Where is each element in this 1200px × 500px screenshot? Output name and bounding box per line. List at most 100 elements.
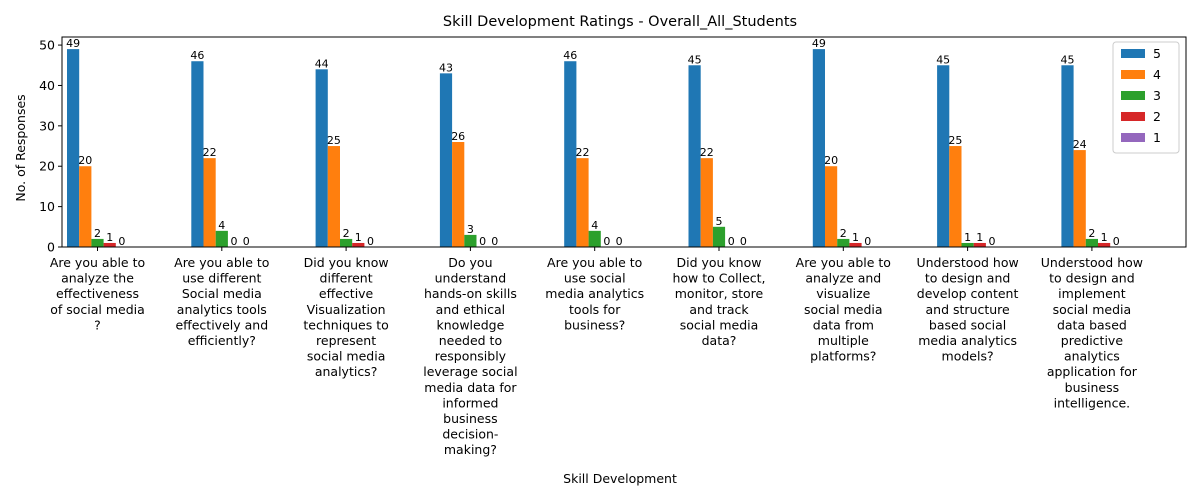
y-tick-label: 20 [39, 159, 55, 174]
data-label: 20 [824, 154, 838, 167]
bar [588, 230, 601, 247]
bar [215, 230, 228, 247]
y-axis-label: No. of Responses [13, 94, 28, 201]
bar [961, 242, 974, 247]
x-tick-label: Are you able to use social media analytics… [545, 255, 644, 332]
data-label: 0 [989, 235, 996, 248]
bar [849, 242, 862, 247]
x-tick-label: Did you know how to Collect, monitor, stor… [672, 255, 765, 348]
y-axis: 0 10 20 30 40 50 [39, 38, 62, 255]
data-label: 20 [78, 154, 92, 167]
data-label: 1 [964, 231, 971, 244]
x-tick-label: Understood how to design and develop conte… [916, 255, 1018, 364]
y-tick-label: 40 [39, 78, 55, 93]
legend: 5 4 3 2 1 [1112, 41, 1180, 154]
data-label: 2 [94, 227, 101, 240]
data-label: 0 [243, 235, 250, 248]
data-label: 26 [451, 130, 465, 143]
data-label: 3 [467, 223, 474, 236]
data-label: 0 [491, 235, 498, 248]
bar [103, 242, 116, 247]
data-label: 25 [327, 134, 341, 147]
data-label: 0 [603, 235, 610, 248]
bar [315, 69, 328, 247]
x-tick-label: Are you able to analyze and visualize socia… [796, 255, 891, 364]
legend-swatch [1121, 133, 1145, 142]
bar [1085, 238, 1098, 247]
data-label: 43 [439, 61, 453, 74]
data-label: 0 [728, 235, 735, 248]
bar [79, 166, 92, 247]
x-tick-label: Understood how to design and implement soci… [1041, 255, 1143, 410]
data-label: 46 [563, 49, 577, 62]
bar [812, 49, 825, 247]
y-tick-label: 30 [39, 118, 55, 133]
y-tick-label: 10 [39, 199, 55, 214]
legend-label: 3 [1153, 88, 1161, 103]
bar [452, 142, 465, 247]
bar [688, 65, 701, 248]
x-axis: Are you able to analyze the effectiveness o… [50, 247, 1143, 457]
data-label: 46 [190, 49, 204, 62]
data-label: 4 [591, 219, 598, 232]
bar [439, 73, 453, 247]
x-tick-label: Did you know different effective Visualizat… [303, 255, 388, 379]
x-tick-label: Do you understand hands-on skills and ethic… [423, 255, 517, 457]
data-label: 22 [203, 146, 217, 159]
data-label: 0 [118, 235, 125, 248]
bar [825, 166, 838, 247]
chart-title: Skill Development Ratings - Overall_All_… [443, 14, 797, 30]
data-label: 0 [367, 235, 374, 248]
bar [937, 65, 950, 248]
data-label: 0 [1113, 235, 1120, 248]
bar [91, 238, 104, 247]
data-label: 25 [948, 134, 962, 147]
bar [203, 158, 216, 247]
data-label: 0 [479, 235, 486, 248]
bar [464, 234, 477, 247]
data-label: 4 [218, 219, 225, 232]
y-tick-label: 50 [39, 38, 55, 53]
legend-box [1112, 41, 1180, 154]
data-label: 1 [852, 231, 859, 244]
data-label: 22 [576, 146, 590, 159]
bar [700, 158, 713, 247]
bar [1098, 242, 1111, 247]
bar [1061, 65, 1074, 248]
bar [67, 49, 80, 247]
legend-label: 1 [1153, 130, 1161, 145]
x-tick-label: Are you able to use different Social media… [174, 255, 269, 348]
data-label: 0 [740, 235, 747, 248]
legend-label: 4 [1153, 67, 1161, 82]
data-label: 1 [1101, 231, 1108, 244]
bar [837, 238, 850, 247]
bar [340, 238, 353, 247]
bars-group [67, 49, 1111, 248]
legend-label: 2 [1153, 109, 1161, 124]
bar [564, 61, 577, 247]
x-axis-label: Skill Development [563, 471, 677, 486]
bar [949, 146, 962, 247]
data-label: 45 [936, 53, 950, 66]
legend-label: 5 [1153, 46, 1161, 61]
bar [973, 242, 986, 247]
bar [352, 242, 365, 247]
data-label: 49 [66, 37, 80, 50]
data-label: 2 [343, 227, 350, 240]
data-label: 0 [616, 235, 623, 248]
data-label: 2 [840, 227, 847, 240]
legend-swatch [1121, 91, 1145, 100]
data-label: 1 [976, 231, 983, 244]
data-label: 1 [355, 231, 362, 244]
bar [1073, 150, 1086, 247]
y-tick-label: 0 [47, 240, 55, 255]
data-label: 45 [688, 53, 702, 66]
legend-swatch [1121, 112, 1145, 121]
data-label: 2 [1088, 227, 1095, 240]
data-label: 49 [812, 37, 826, 50]
bar [576, 158, 589, 247]
plot-frame [61, 36, 1187, 248]
